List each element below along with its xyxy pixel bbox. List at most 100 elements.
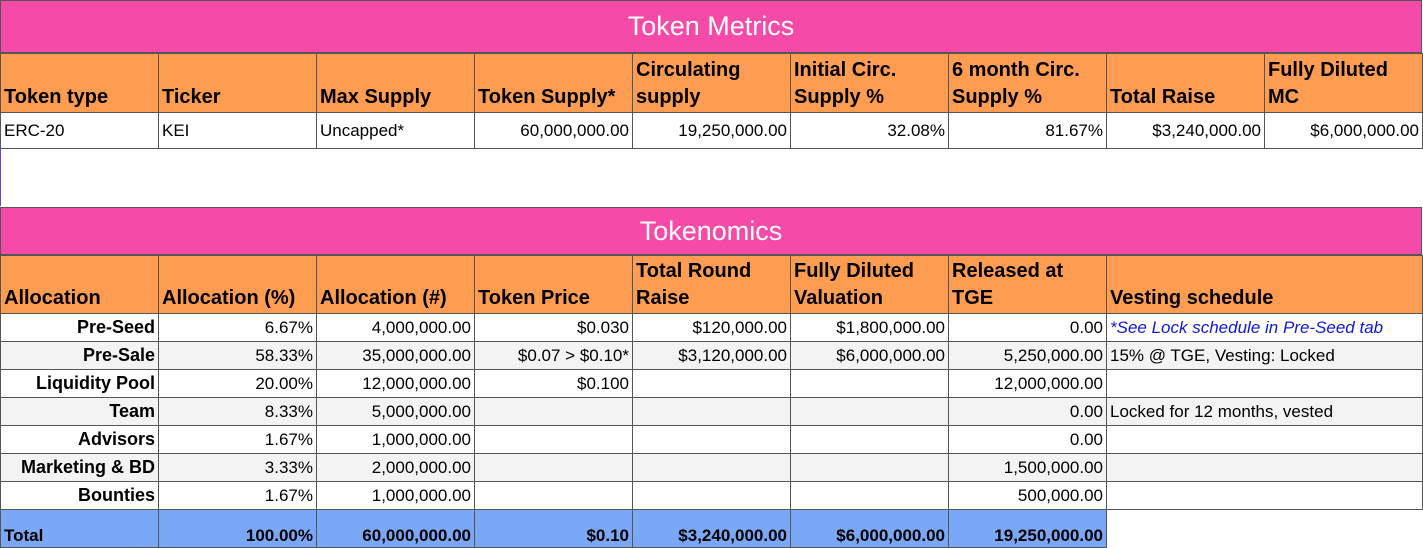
- row-label[interactable]: Bounties: [0, 481, 159, 510]
- total-token-price[interactable]: $0.10: [474, 509, 633, 548]
- cell-vesting-schedule[interactable]: [1106, 481, 1423, 510]
- header-token-type[interactable]: Token type: [0, 53, 159, 113]
- cell-allocation-pct[interactable]: 6.67%: [158, 313, 317, 342]
- cell-released-at-tge[interactable]: 5,250,000.00: [948, 341, 1107, 370]
- cell-vesting-schedule[interactable]: [1106, 425, 1423, 454]
- cell-fully-diluted-valuation[interactable]: $6,000,000.00: [790, 341, 949, 370]
- cell-fully-diluted-valuation[interactable]: $1,800,000.00: [790, 313, 949, 342]
- cell-allocation-count[interactable]: 35,000,000.00: [316, 341, 475, 370]
- cell-token-price[interactable]: $0.100: [474, 369, 633, 398]
- cell-6-month-circ-pct[interactable]: 81.67%: [948, 112, 1107, 149]
- total-allocation-pct[interactable]: 100.00%: [158, 509, 317, 548]
- header-total-round-raise[interactable]: Total Round Raise: [632, 255, 791, 314]
- cell-vesting-schedule[interactable]: [1106, 453, 1423, 482]
- row-label[interactable]: Liquidity Pool: [0, 369, 159, 398]
- cell-released-at-tge[interactable]: 0.00: [948, 425, 1107, 454]
- cell-released-at-tge[interactable]: 12,000,000.00: [948, 369, 1107, 398]
- cell-allocation-count[interactable]: 12,000,000.00: [316, 369, 475, 398]
- cell-vesting-schedule[interactable]: *See Lock schedule in Pre-Seed tab: [1106, 313, 1423, 342]
- cell-total-round-raise[interactable]: [632, 397, 791, 426]
- cell-fully-diluted-valuation[interactable]: [790, 369, 949, 398]
- cell-token-price[interactable]: $0.030: [474, 313, 633, 342]
- cell-allocation-count[interactable]: 1,000,000.00: [316, 425, 475, 454]
- cell-allocation-count[interactable]: 5,000,000.00: [316, 397, 475, 426]
- header-token-price[interactable]: Token Price: [474, 255, 633, 314]
- cell-fully-diluted-valuation[interactable]: [790, 481, 949, 510]
- header-total-raise[interactable]: Total Raise: [1106, 53, 1265, 113]
- row-label[interactable]: Marketing & BD: [0, 453, 159, 482]
- total-round-raise[interactable]: $3,240,000.00: [632, 509, 791, 548]
- row-label[interactable]: Team: [0, 397, 159, 426]
- cell-released-at-tge[interactable]: 0.00: [948, 397, 1107, 426]
- cell-allocation-pct[interactable]: 58.33%: [158, 341, 317, 370]
- table-row: Marketing & BD 3.33% 2,000,000.00 1,500,…: [0, 453, 1423, 482]
- cell-allocation-pct[interactable]: 8.33%: [158, 397, 317, 426]
- header-token-supply[interactable]: Token Supply*: [474, 53, 633, 113]
- cell-allocation-count[interactable]: 1,000,000.00: [316, 481, 475, 510]
- cell-allocation-pct[interactable]: 20.00%: [158, 369, 317, 398]
- cell-fully-diluted-valuation[interactable]: [790, 425, 949, 454]
- table-row: Advisors 1.67% 1,000,000.00 0.00: [0, 425, 1423, 454]
- cell-circulating-supply[interactable]: 19,250,000.00: [632, 112, 791, 149]
- header-released-at-tge[interactable]: Released at TGE: [948, 255, 1107, 314]
- cell-token-price[interactable]: [474, 481, 633, 510]
- cell-total-round-raise[interactable]: [632, 425, 791, 454]
- cell-allocation-pct[interactable]: 3.33%: [158, 453, 317, 482]
- table-row: Team 8.33% 5,000,000.00 0.00 Locked for …: [0, 397, 1423, 426]
- cell-token-price[interactable]: [474, 453, 633, 482]
- row-label[interactable]: Pre-Sale: [0, 341, 159, 370]
- header-max-supply[interactable]: Max Supply: [316, 53, 475, 113]
- header-fully-diluted-valuation[interactable]: Fully Diluted Valuation: [790, 255, 949, 314]
- total-label[interactable]: Total: [0, 509, 159, 548]
- header-allocation-count[interactable]: Allocation (#): [316, 255, 475, 314]
- header-allocation[interactable]: Allocation: [0, 255, 159, 314]
- cell-total-round-raise[interactable]: [632, 369, 791, 398]
- tokenomics-title: Tokenomics: [0, 207, 1422, 255]
- cell-allocation-count[interactable]: 2,000,000.00: [316, 453, 475, 482]
- cell-fully-diluted-mc[interactable]: $6,000,000.00: [1264, 112, 1423, 149]
- cell-token-price[interactable]: $0.07 > $0.10*: [474, 341, 633, 370]
- total-allocation-count[interactable]: 60,000,000.00: [316, 509, 475, 548]
- header-vesting-schedule[interactable]: Vesting schedule: [1106, 255, 1423, 314]
- cell-total-round-raise[interactable]: $3,120,000.00: [632, 341, 791, 370]
- cell-released-at-tge[interactable]: 1,500,000.00: [948, 453, 1107, 482]
- total-row: Total 100.00% 60,000,000.00 $0.10 $3,240…: [0, 509, 1423, 548]
- cell-allocation-pct[interactable]: 1.67%: [158, 481, 317, 510]
- total-empty-cell[interactable]: [1106, 509, 1423, 548]
- cell-total-round-raise[interactable]: [632, 453, 791, 482]
- cell-token-supply[interactable]: 60,000,000.00: [474, 112, 633, 149]
- tokenomics-header-row: Allocation Allocation (%) Allocation (#)…: [0, 255, 1423, 314]
- cell-allocation-pct[interactable]: 1.67%: [158, 425, 317, 454]
- cell-vesting-schedule[interactable]: 15% @ TGE, Vesting: Locked: [1106, 341, 1423, 370]
- total-fully-diluted-valuation[interactable]: $6,000,000.00: [790, 509, 949, 548]
- cell-vesting-schedule[interactable]: Locked for 12 months, vested: [1106, 397, 1423, 426]
- header-6-month-circ-pct[interactable]: 6 month Circ. Supply %: [948, 53, 1107, 113]
- total-released-at-tge[interactable]: 19,250,000.00: [948, 509, 1107, 548]
- cell-total-round-raise[interactable]: $120,000.00: [632, 313, 791, 342]
- cell-token-type[interactable]: ERC-20: [0, 112, 159, 149]
- table-row: Liquidity Pool 20.00% 12,000,000.00 $0.1…: [0, 369, 1423, 398]
- cell-released-at-tge[interactable]: 0.00: [948, 313, 1107, 342]
- cell-released-at-tge[interactable]: 500,000.00: [948, 481, 1107, 510]
- cell-initial-circ-pct[interactable]: 32.08%: [790, 112, 949, 149]
- header-fully-diluted-mc[interactable]: Fully Diluted MC: [1264, 53, 1423, 113]
- cell-token-price[interactable]: [474, 425, 633, 454]
- cell-ticker[interactable]: KEI: [158, 112, 317, 149]
- cell-total-round-raise[interactable]: [632, 481, 791, 510]
- cell-fully-diluted-valuation[interactable]: [790, 397, 949, 426]
- header-ticker[interactable]: Ticker: [158, 53, 317, 113]
- cell-vesting-schedule[interactable]: [1106, 369, 1423, 398]
- cell-max-supply[interactable]: Uncapped*: [316, 112, 475, 149]
- table-row: Pre-Seed 6.67% 4,000,000.00 $0.030 $120,…: [0, 313, 1423, 342]
- cell-fully-diluted-valuation[interactable]: [790, 453, 949, 482]
- header-circulating-supply[interactable]: Circulating supply: [632, 53, 791, 113]
- header-initial-circ-pct[interactable]: Initial Circ. Supply %: [790, 53, 949, 113]
- cell-cursor-line: [0, 148, 1, 206]
- cell-total-raise[interactable]: $3,240,000.00: [1106, 112, 1265, 149]
- cell-allocation-count[interactable]: 4,000,000.00: [316, 313, 475, 342]
- row-label[interactable]: Advisors: [0, 425, 159, 454]
- metrics-header-row: Token type Ticker Max Supply Token Suppl…: [0, 53, 1423, 113]
- cell-token-price[interactable]: [474, 397, 633, 426]
- header-allocation-pct[interactable]: Allocation (%): [158, 255, 317, 314]
- row-label[interactable]: Pre-Seed: [0, 313, 159, 342]
